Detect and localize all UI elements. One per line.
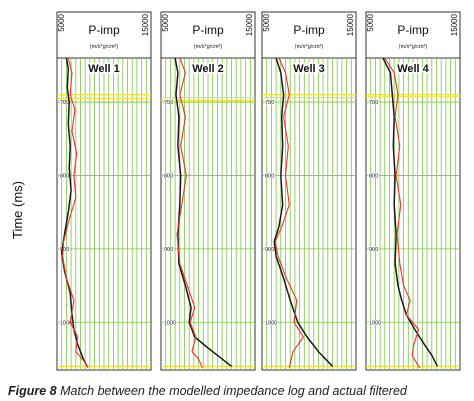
track-header bbox=[261, 11, 357, 59]
y-tick-label: 700 bbox=[164, 100, 173, 106]
well-panel-4: P-imp (m/s*g/cm³) 5000 15000 700 800 900 1000 We… bbox=[365, 11, 461, 371]
track-header-title: P-imp bbox=[397, 23, 429, 37]
track-xmax-label: 15000 bbox=[346, 13, 355, 36]
track-header-unit: (m/s*g/cm³) bbox=[90, 44, 119, 50]
y-tick-label: 800 bbox=[369, 173, 378, 179]
series-line-actual bbox=[62, 57, 89, 369]
track-xmin-label: 5000 bbox=[262, 13, 271, 31]
caption-text: Match between the modelled impedance log… bbox=[56, 384, 407, 398]
series-line-modelled bbox=[60, 57, 88, 367]
track-xmin-label: 5000 bbox=[161, 13, 170, 31]
y-tick-label: 900 bbox=[60, 247, 69, 253]
caption-label: Figure 8 bbox=[8, 384, 57, 398]
track-header bbox=[56, 11, 152, 59]
well-panel-3: P-imp (m/s*g/cm³) 5000 15000 700 800 900 1000 We… bbox=[261, 11, 357, 371]
y-tick-label: 1000 bbox=[60, 320, 72, 326]
series-line-modelled bbox=[382, 57, 439, 367]
well-panel-1: P-imp (m/s*g/cm³) 5000 15000 700 800 900 1000 We… bbox=[56, 11, 152, 371]
series-line-modelled bbox=[273, 57, 334, 367]
track-header bbox=[365, 11, 461, 59]
y-tick-label: 700 bbox=[60, 100, 69, 106]
track-header-title: P-imp bbox=[88, 23, 120, 37]
y-tick-label: 1000 bbox=[164, 320, 176, 326]
y-axis-label: Time (ms) bbox=[10, 181, 25, 239]
series-line-actual bbox=[176, 57, 203, 369]
figure-caption: Figure 8 Match between the modelled impe… bbox=[8, 384, 470, 401]
y-tick-label: 800 bbox=[60, 173, 69, 179]
track-header-title: P-imp bbox=[293, 23, 325, 37]
y-tick-label: 900 bbox=[265, 247, 274, 253]
y-tick-label: 900 bbox=[164, 247, 173, 253]
track-xmax-label: 15000 bbox=[141, 13, 150, 36]
track-xmin-label: 5000 bbox=[57, 13, 66, 31]
well-title: Well 2 bbox=[192, 63, 224, 75]
track-xmin-label: 5000 bbox=[366, 13, 375, 31]
well-title: Well 3 bbox=[293, 63, 325, 75]
series-line-actual bbox=[274, 57, 304, 368]
y-tick-label: 700 bbox=[265, 100, 274, 106]
series-line-actual bbox=[384, 57, 421, 369]
y-tick-label: 1000 bbox=[265, 320, 277, 326]
y-tick-label: 800 bbox=[265, 173, 274, 179]
track-header bbox=[160, 11, 256, 59]
track-xmax-label: 15000 bbox=[450, 13, 459, 36]
track-header-unit: (m/s*g/cm³) bbox=[399, 44, 428, 50]
y-tick-label: 700 bbox=[369, 100, 378, 106]
well-title: Well 4 bbox=[397, 63, 429, 75]
track-header-title: P-imp bbox=[192, 23, 224, 37]
track-header-unit: (m/s*g/cm³) bbox=[194, 44, 223, 50]
well-panel-2: P-imp (m/s*g/cm³) 5000 15000 700 800 900 1000 We… bbox=[160, 11, 256, 371]
panels-group: P-imp (m/s*g/cm³) 5000 15000 700 800 900 1000 We… bbox=[56, 11, 461, 371]
y-tick-label: 1000 bbox=[369, 320, 381, 326]
well-title: Well 1 bbox=[88, 63, 120, 75]
track-xmax-label: 15000 bbox=[245, 13, 254, 36]
y-tick-label: 800 bbox=[164, 173, 173, 179]
track-header-unit: (m/s*g/cm³) bbox=[295, 44, 324, 50]
y-tick-label: 900 bbox=[369, 247, 378, 253]
